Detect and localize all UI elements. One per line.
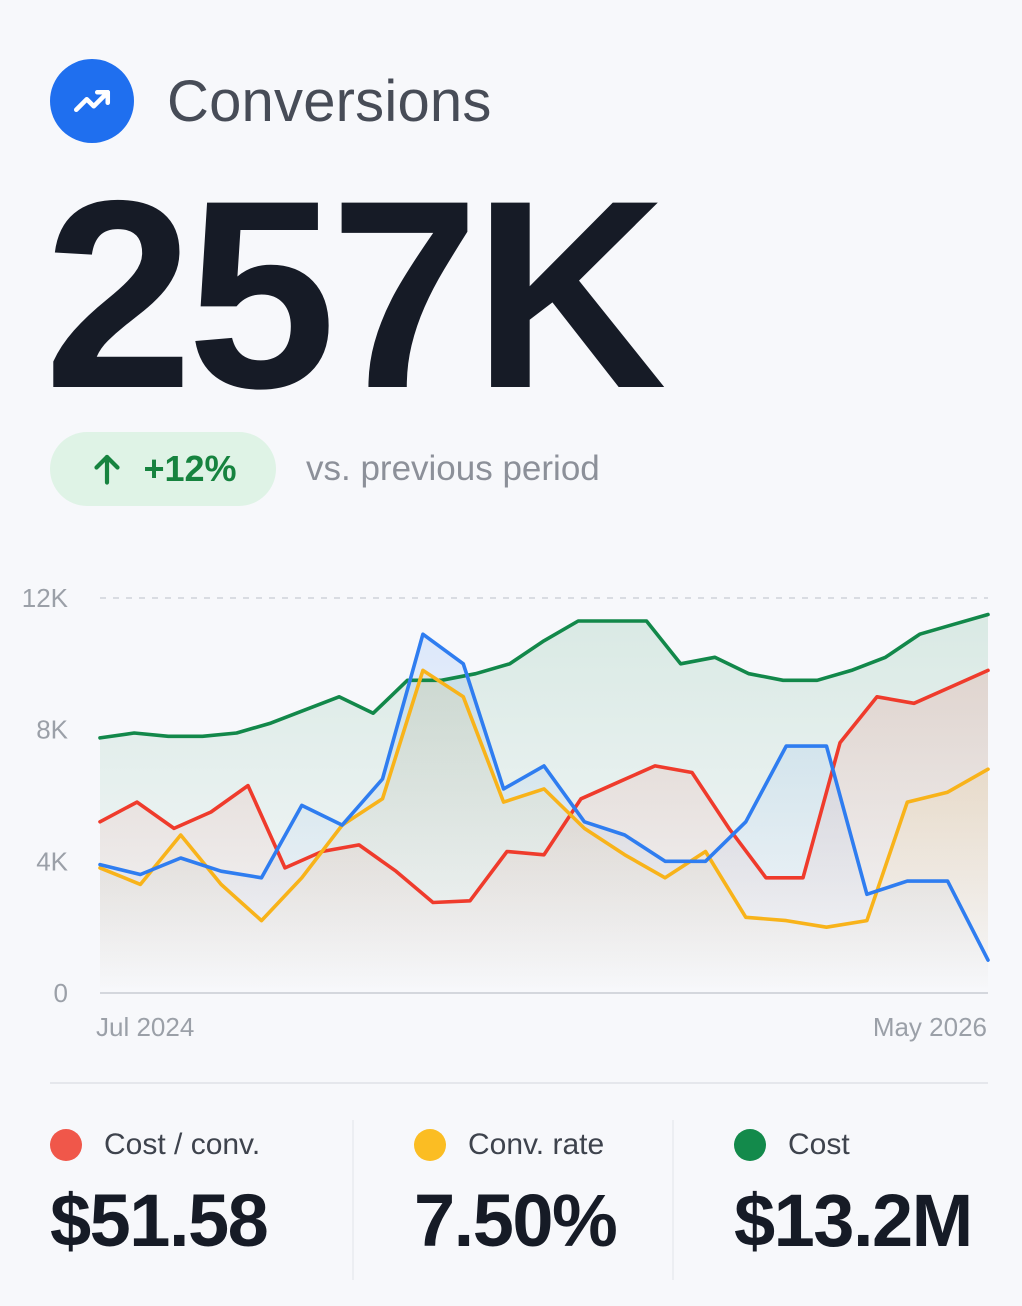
y-tick-label: 4K	[36, 846, 68, 876]
series-area	[100, 634, 988, 993]
stat-label: Conv. rate	[468, 1128, 605, 1161]
delta-value: +12%	[143, 448, 237, 489]
conversions-line-chart: 0 4K 8K 12K Jul 2024 May 2026	[22, 583, 990, 1042]
stat-separator	[352, 1120, 354, 1280]
stat-cost: Cost $13.2M	[734, 1120, 973, 1280]
series-line	[98, 668, 990, 905]
legend-dot	[414, 1129, 446, 1161]
kpi-value: 257K	[44, 144, 667, 444]
series-line	[98, 612, 990, 740]
stat-separator	[672, 1120, 674, 1280]
trending-up-icon	[50, 59, 134, 143]
y-tick-label: 8K	[36, 715, 68, 745]
x-tick-start: Jul 2024	[96, 1012, 194, 1042]
card-header: Conversions	[50, 58, 492, 144]
y-axis-ticks: 0 4K 8K 12K	[22, 583, 69, 1008]
stat-cost-per-conversion: Cost / conv. $51.58	[50, 1120, 269, 1280]
legend-dot	[50, 1129, 82, 1161]
comparison-text: vs. previous period	[306, 449, 600, 488]
stat-value: $13.2M	[734, 1179, 973, 1262]
delta-badge: +12%	[50, 432, 276, 506]
series-line	[98, 632, 990, 962]
stat-conversion-rate: Conv. rate 7.50%	[414, 1120, 618, 1280]
y-tick-label: 0	[54, 978, 68, 1008]
page-title: Conversions	[167, 68, 492, 134]
y-tick-label: 12K	[22, 583, 69, 613]
series-lines	[98, 612, 990, 962]
stat-label: Cost / conv.	[104, 1128, 261, 1161]
series-areas	[100, 614, 988, 993]
arrow-up-icon	[94, 454, 121, 485]
stat-label: Cost	[788, 1128, 850, 1161]
stat-value: 7.50%	[414, 1179, 618, 1262]
stat-value: $51.58	[50, 1179, 269, 1262]
x-tick-end: May 2026	[873, 1012, 987, 1042]
delta-row: +12% vs. previous period	[50, 432, 600, 506]
divider	[50, 1082, 988, 1084]
series-line	[98, 668, 990, 930]
stats-row: Cost / conv. $51.58 Conv. rate 7.50% Cos…	[0, 1120, 1022, 1280]
legend-dot	[734, 1129, 766, 1161]
